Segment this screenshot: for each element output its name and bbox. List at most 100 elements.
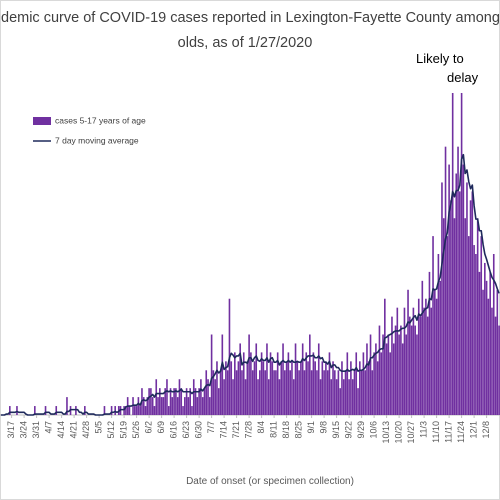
bar: [348, 379, 350, 415]
bar: [405, 334, 408, 415]
bar: [498, 325, 500, 415]
bar: [287, 352, 290, 415]
bar: [475, 254, 477, 415]
bar: [142, 397, 145, 415]
bar: [417, 298, 420, 415]
bar: [273, 370, 275, 415]
x-tick-label: 4/21: [68, 421, 78, 439]
bar: [442, 218, 445, 415]
bar: [373, 352, 375, 415]
bar: [369, 334, 372, 415]
bar: [319, 379, 322, 415]
bar: [284, 370, 286, 415]
bar: [330, 379, 333, 415]
bar: [226, 370, 229, 415]
bar: [164, 388, 166, 415]
chart-title: olds, as of 1/27/2020: [178, 35, 313, 51]
bar: [160, 397, 163, 415]
bar: [396, 307, 399, 415]
x-tick-label: 9/22: [343, 421, 353, 439]
bar: [335, 379, 338, 415]
bar: [416, 334, 418, 415]
bar: [253, 361, 256, 415]
bar: [346, 352, 349, 415]
bar: [9, 406, 11, 415]
bar: [259, 370, 261, 415]
bar: [271, 361, 274, 415]
bar: [407, 289, 409, 415]
bar: [207, 379, 209, 415]
bar: [155, 379, 158, 415]
x-tick-label: 9/1: [306, 421, 316, 434]
bar: [471, 191, 474, 415]
bar: [291, 361, 293, 415]
bar: [392, 343, 395, 415]
bar: [366, 343, 368, 415]
bar: [266, 343, 268, 415]
x-tick-label: 8/25: [293, 421, 303, 439]
bar: [446, 236, 449, 415]
bar: [176, 397, 179, 415]
bar: [378, 325, 381, 415]
bar: [485, 280, 488, 415]
x-tick-label: 10/6: [368, 421, 378, 439]
bar: [214, 379, 216, 415]
bar: [342, 379, 345, 415]
bar: [409, 316, 411, 415]
bar: [166, 379, 168, 415]
bar: [203, 388, 206, 415]
bar: [473, 245, 475, 415]
bar: [244, 379, 247, 415]
bar: [328, 352, 331, 415]
bar: [451, 93, 454, 415]
bar: [103, 406, 106, 415]
bar: [357, 388, 359, 415]
bar: [276, 352, 279, 415]
bar: [212, 370, 215, 415]
bar: [200, 379, 202, 415]
bar: [305, 352, 308, 415]
bar: [144, 406, 147, 415]
bar: [362, 352, 365, 415]
bar: [267, 379, 270, 415]
x-tick-label: 7/7: [206, 421, 216, 434]
bar: [123, 406, 125, 415]
bar: [314, 361, 316, 415]
x-tick-label: 7/14: [218, 421, 228, 439]
bar: [360, 370, 363, 415]
bar: [216, 361, 218, 415]
bar: [209, 397, 211, 415]
bar: [462, 164, 465, 415]
bar: [219, 370, 222, 415]
bar: [480, 236, 483, 415]
bar: [419, 316, 422, 415]
bar: [235, 370, 238, 415]
x-tick-label: 11/24: [456, 421, 466, 443]
x-tick-label: 8/18: [281, 421, 291, 439]
x-tick-label: 11/10: [431, 421, 441, 443]
bar: [310, 370, 313, 415]
bar: [467, 236, 470, 415]
bar: [464, 218, 466, 415]
bar: [398, 334, 400, 415]
x-tick-label: 7/21: [231, 421, 241, 439]
bar: [491, 307, 493, 415]
x-tick-label: 8/11: [268, 421, 278, 438]
bar: [426, 316, 429, 415]
bar: [178, 379, 181, 415]
bar: [316, 370, 318, 415]
bar: [296, 361, 299, 415]
bar: [194, 388, 197, 415]
bar: [428, 271, 431, 415]
bar: [171, 397, 174, 415]
bar: [434, 289, 436, 415]
bar: [375, 343, 377, 415]
x-tick-label: 12/8: [481, 421, 491, 439]
bar: [185, 388, 188, 415]
bar: [460, 93, 463, 415]
bar: [167, 406, 170, 415]
bar: [425, 298, 427, 415]
bar: [173, 388, 175, 415]
x-tick-label: 3/17: [6, 421, 16, 439]
